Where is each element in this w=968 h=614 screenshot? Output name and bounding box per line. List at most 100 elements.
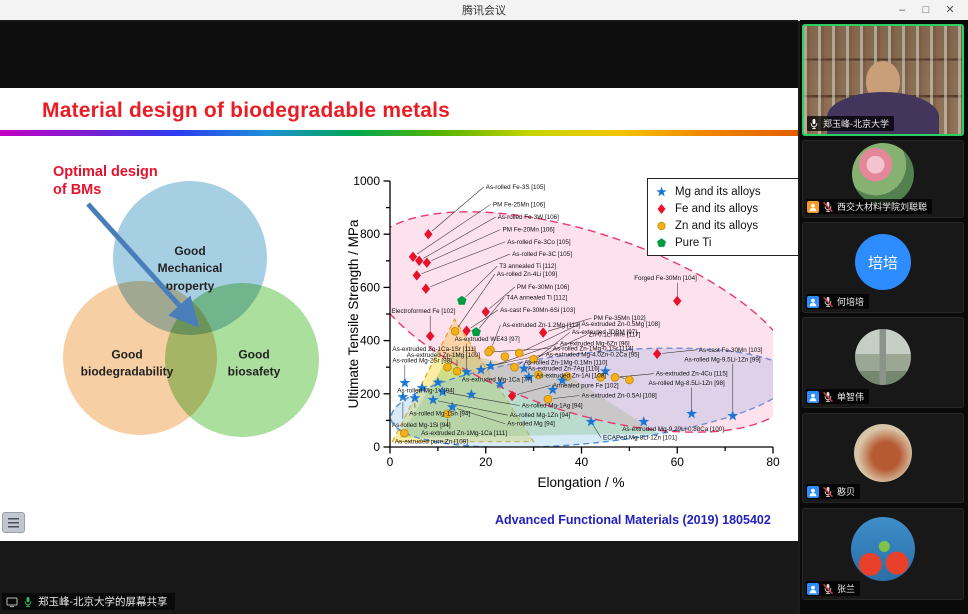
participant-tile[interactable]: 张兰 <box>802 508 964 600</box>
svg-text:ECAPed Mg-8Li-1Zn [101]: ECAPed Mg-8Li-1Zn [101] <box>603 435 677 442</box>
avatar <box>851 516 915 581</box>
svg-text:As-rolled Mg-9.5Li-1Zn [99]: As-rolled Mg-9.5Li-1Zn [99] <box>684 356 761 363</box>
participant-namebar: 憨贝 <box>806 484 861 499</box>
svg-text:As-extruded Zn-1.2Mg [113]: As-extruded Zn-1.2Mg [113] <box>503 322 581 329</box>
member-icon <box>807 200 819 213</box>
diamond-icon <box>657 204 666 214</box>
svg-text:40: 40 <box>575 455 589 469</box>
svg-text:As-rolled Mg-2Sr [93]: As-rolled Mg-2Sr [93] <box>392 357 452 364</box>
participants-sidebar: 郑玉峰-北京大学西交大材料学院刘聪聪培培何培培单智伟憨贝张兰 <box>800 20 968 614</box>
window-titlebar: 腾讯会议 – □ ✕ <box>0 0 968 21</box>
svg-text:As-rolled Mg-1Sn [94]: As-rolled Mg-1Sn [94] <box>409 411 470 418</box>
window-controls: – □ ✕ <box>890 0 962 20</box>
svg-text:1000: 1000 <box>353 174 380 188</box>
screen-share-label: 郑玉峰-北京大学的屏幕共享 <box>38 596 168 608</box>
member-icon <box>807 390 819 403</box>
svg-text:Forged Fe-30Mn [104]: Forged Fe-30Mn [104] <box>634 275 697 282</box>
svg-text:As-extruded Zn-1Ca-1Sr [111]: As-extruded Zn-1Ca-1Sr [111] <box>392 346 476 353</box>
svg-text:PM Fe-35Mn [102]: PM Fe-35Mn [102] <box>594 315 646 322</box>
svg-text:As-cast Fe-30Mn-6Si [103]: As-cast Fe-30Mn-6Si [103] <box>500 307 575 314</box>
minimize-button[interactable]: – <box>898 4 906 16</box>
legend-label: Zn and its alloys <box>675 219 759 232</box>
participant-name: 郑玉峰-北京大学 <box>823 119 889 129</box>
venn-label-biosafety: Good biosafety <box>227 347 281 379</box>
utx-elongation-chart: 0 20 40 60 80 0 200 400 600 800 1000 Elongation / %… <box>345 165 798 510</box>
svg-text:As-extruded Mg-9.29Li-0.88Ca [: As-extruded Mg-9.29Li-0.88Ca [100] <box>622 426 724 433</box>
participant-name: 何培培 <box>837 297 865 307</box>
svg-text:0: 0 <box>373 440 380 454</box>
shared-screen: Material design of biodegradable metals … <box>0 20 798 614</box>
legend-label: Mg and its alloys <box>675 185 761 198</box>
avatar <box>852 143 914 206</box>
annotation-toolbar-button[interactable] <box>2 512 25 533</box>
svg-text:As-rolled Zn-4Li [109]: As-rolled Zn-4Li [109] <box>497 271 557 278</box>
participant-tile[interactable]: 憨贝 <box>802 413 964 503</box>
venn-label-biodegradability: Good biodegradability <box>80 347 174 379</box>
participant-tile[interactable]: 西交大材料学院刘聪聪 <box>802 140 964 218</box>
svg-text:As-rolled Fe-3C [105]: As-rolled Fe-3C [105] <box>512 251 572 258</box>
legend-item: Mg and its alloys <box>654 183 792 200</box>
legend-item: Pure Ti <box>654 234 792 251</box>
chart-legend: Mg and its alloys Fe and its alloys Zn and… <box>647 178 798 256</box>
pentagon-icon <box>656 238 667 247</box>
circle-icon <box>657 221 666 231</box>
svg-text:As-rolled Mg-1Y [94]: As-rolled Mg-1Y [94] <box>397 388 455 395</box>
svg-text:As-rolled Mg [94]: As-rolled Mg [94] <box>507 421 555 428</box>
window-title: 腾讯会议 <box>462 5 506 17</box>
svg-text:PM Fe-25Mn [106]: PM Fe-25Mn [106] <box>493 201 545 208</box>
participant-namebar: 西交大材料学院刘聪聪 <box>806 199 933 214</box>
svg-text:As-extruded WE43 [97]: As-extruded WE43 [97] <box>455 336 520 343</box>
svg-text:Annealed pure Fe [102]: Annealed pure Fe [102] <box>553 382 619 389</box>
venn-label-mechanical: Good Mechanical property <box>157 243 223 293</box>
svg-text:400: 400 <box>360 334 380 348</box>
svg-text:As-rolled Mg-1Ag [94]: As-rolled Mg-1Ag [94] <box>522 403 583 410</box>
svg-text:As-extruded Mg-1Ca [77]: As-extruded Mg-1Ca [77] <box>462 376 533 383</box>
svg-text:As-extruded Zn-7Ag [116]: As-extruded Zn-7Ag [116] <box>528 365 600 372</box>
svg-text:As-rolled Mg-1Zn [94]: As-rolled Mg-1Zn [94] <box>510 412 571 419</box>
svg-text:As-rolled Fe-3Co [105]: As-rolled Fe-3Co [105] <box>507 239 571 246</box>
mic-muted-icon <box>823 296 833 307</box>
menu-lines-icon <box>8 517 19 528</box>
legend-item: Zn and its alloys <box>654 217 792 234</box>
mic-muted-icon <box>823 391 833 402</box>
participant-tile[interactable]: 郑玉峰-北京大学 <box>802 24 964 136</box>
svg-text:Ultimate Tensile Strength / MP: Ultimate Tensile Strength / MPa <box>346 219 361 408</box>
svg-text:As-cast Fe-30Mn [103]: As-cast Fe-30Mn [103] <box>699 347 763 354</box>
star-icon <box>656 186 667 197</box>
svg-text:PM Fe-20Mn [106]: PM Fe-20Mn [106] <box>503 227 555 234</box>
slide: Material design of biodegradable metals … <box>0 22 798 541</box>
legend-label: Pure Ti <box>675 236 712 249</box>
participant-namebar: 张兰 <box>806 581 861 596</box>
svg-text:T4A annealed Ti [112]: T4A annealed Ti [112] <box>506 294 567 301</box>
svg-text:As-extruded pure Zn [109]: As-extruded pure Zn [109] <box>395 438 468 445</box>
svg-text:As-extruded JDBM [97]: As-extruded JDBM [97] <box>572 329 637 336</box>
svg-text:0: 0 <box>387 455 394 469</box>
svg-text:As-extruded Zn-0.5Al [108]: As-extruded Zn-0.5Al [108] <box>582 393 658 400</box>
monitor-icon <box>6 597 18 607</box>
avatar <box>854 423 912 482</box>
svg-text:Elongation / %: Elongation / % <box>537 475 624 490</box>
avatar-text: 培培 <box>867 254 898 272</box>
close-button[interactable]: ✕ <box>945 4 955 16</box>
member-icon <box>807 295 819 308</box>
participant-tile[interactable]: 单智伟 <box>802 317 964 408</box>
venn-annotation: Optimal design of BMs <box>53 164 158 199</box>
svg-text:As-rolled Fe-3W [106]: As-rolled Fe-3W [106] <box>498 214 559 221</box>
participant-tile[interactable]: 培培何培培 <box>802 222 964 313</box>
member-icon <box>807 485 819 498</box>
mic-muted-icon <box>823 583 833 594</box>
svg-text:600: 600 <box>360 280 380 294</box>
svg-text:200: 200 <box>360 387 380 401</box>
svg-text:As-rolled Zn-1Mg-0.1Sr [114]: As-rolled Zn-1Mg-0.1Sr [114] <box>553 345 634 352</box>
svg-text:As-rolled Fe-3S [105]: As-rolled Fe-3S [105] <box>486 184 546 191</box>
svg-text:PM Fe-30Mn [106]: PM Fe-30Mn [106] <box>517 284 569 291</box>
mic-on-icon <box>24 596 32 607</box>
citation: Advanced Functional Materials (2019) 180… <box>495 513 771 527</box>
maximize-button[interactable]: □ <box>922 4 930 16</box>
participant-name: 西交大材料学院刘聪聪 <box>837 202 928 212</box>
svg-text:T3 annealed Ti [112]: T3 annealed Ti [112] <box>499 263 556 270</box>
avatar: 培培 <box>855 234 911 291</box>
svg-text:As-extruded Zn-4Cu [115]: As-extruded Zn-4Cu [115] <box>656 371 728 378</box>
svg-text:800: 800 <box>360 227 380 241</box>
